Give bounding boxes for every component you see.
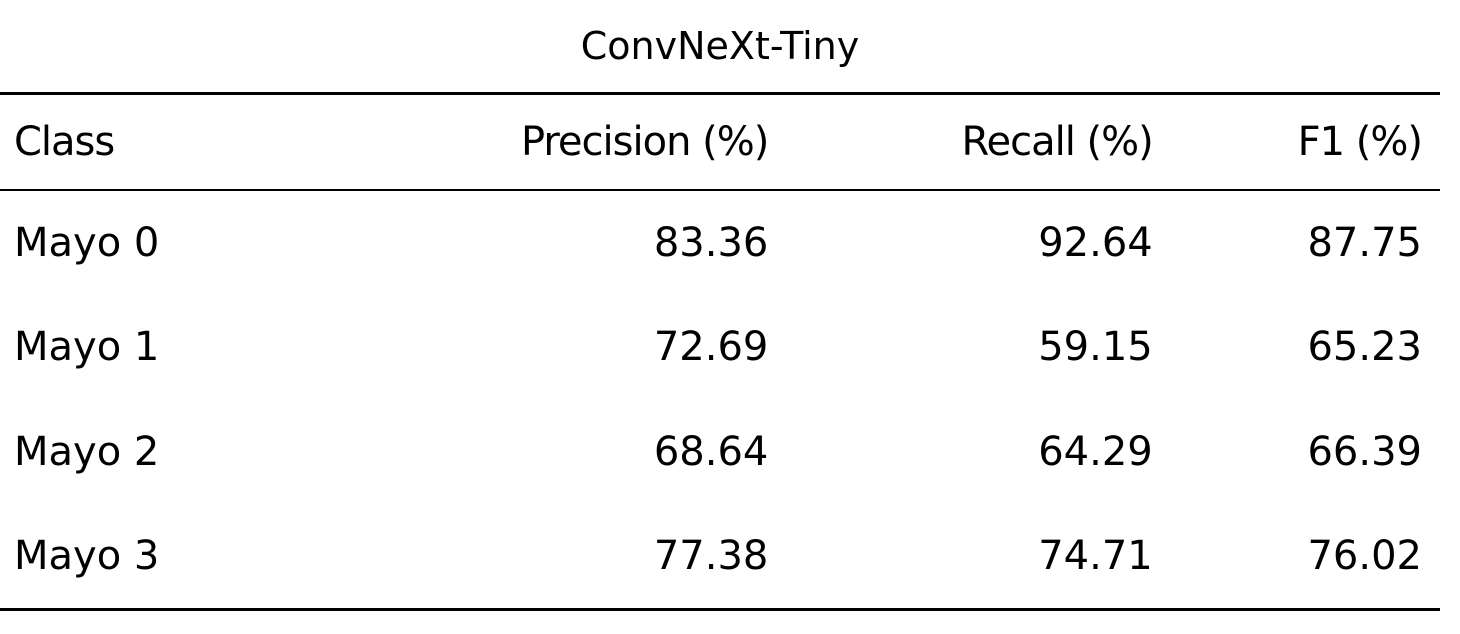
table-cell: 59.15	[1038, 324, 1153, 370]
header-cell: F1 (%)	[1297, 118, 1423, 165]
table-cell: 65.23	[1307, 324, 1422, 370]
table-cell: Mayo 2	[14, 429, 160, 475]
header-cell: Class	[14, 118, 115, 165]
table-cell: 66.39	[1307, 429, 1422, 475]
table-cell: Mayo 3	[14, 533, 160, 580]
table-cell: Mayo 1	[14, 324, 160, 370]
table-cell: 77.38	[653, 533, 769, 580]
table-cell: 92.64	[1038, 219, 1153, 266]
table-cell: 83.36	[653, 219, 769, 266]
table: Class Precision (%) Recall (%) F1 (%) Mayo …	[0, 92, 1440, 611]
table-row: Mayo 2 68.64 64.29 66.39	[0, 400, 1440, 505]
table-cell: 64.29	[1038, 429, 1153, 475]
table-cell: 74.71	[1038, 533, 1153, 580]
table-cell: Mayo 0	[14, 219, 160, 266]
header-row: Class Precision (%) Recall (%) F1 (%)	[0, 93, 1440, 190]
table-body: Mayo 0 83.36 92.64 87.75 Mayo 1 72.69 59.15 65.…	[0, 190, 1440, 610]
table-cell: 68.64	[653, 429, 769, 475]
table-cell: 72.69	[653, 324, 769, 370]
table-row: Mayo 0 83.36 92.64 87.75	[0, 190, 1440, 295]
table-head: Class Precision (%) Recall (%) F1 (%)	[0, 93, 1440, 190]
header-cell: Precision (%)	[520, 118, 769, 165]
table-row: Mayo 1 72.69 59.15 65.23	[0, 295, 1440, 400]
table-cell: 76.02	[1307, 533, 1422, 580]
table-row: Mayo 3 77.38 74.71 76.02	[0, 505, 1440, 610]
table-caption: ConvNeXt-Tiny	[580, 24, 860, 68]
header-cell: Recall (%)	[961, 118, 1153, 165]
table-cell: 87.75	[1307, 219, 1422, 266]
